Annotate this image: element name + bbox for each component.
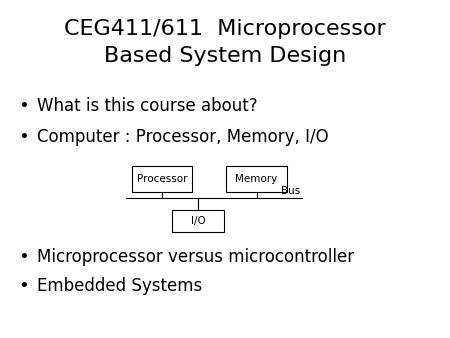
Text: What is this course about?: What is this course about? [37, 97, 257, 116]
Text: I/O: I/O [191, 216, 205, 226]
Text: Microprocessor versus microcontroller: Microprocessor versus microcontroller [37, 248, 354, 266]
Text: CEG411/611  Microprocessor: CEG411/611 Microprocessor [64, 19, 386, 39]
Text: Based System Design: Based System Design [104, 46, 346, 66]
Bar [131, 167, 193, 192]
Text: •: • [18, 128, 29, 146]
Text: Bus: Bus [281, 186, 301, 196]
Text: Computer : Processor, Memory, I/O: Computer : Processor, Memory, I/O [37, 128, 328, 146]
Text: Embedded Systems: Embedded Systems [37, 276, 202, 295]
Text: •: • [18, 276, 29, 295]
Text: Processor: Processor [137, 174, 187, 184]
Text: Memory: Memory [235, 174, 278, 184]
Text: •: • [18, 97, 29, 116]
Bar [226, 167, 287, 192]
Text: •: • [18, 248, 29, 266]
Bar [172, 210, 224, 233]
